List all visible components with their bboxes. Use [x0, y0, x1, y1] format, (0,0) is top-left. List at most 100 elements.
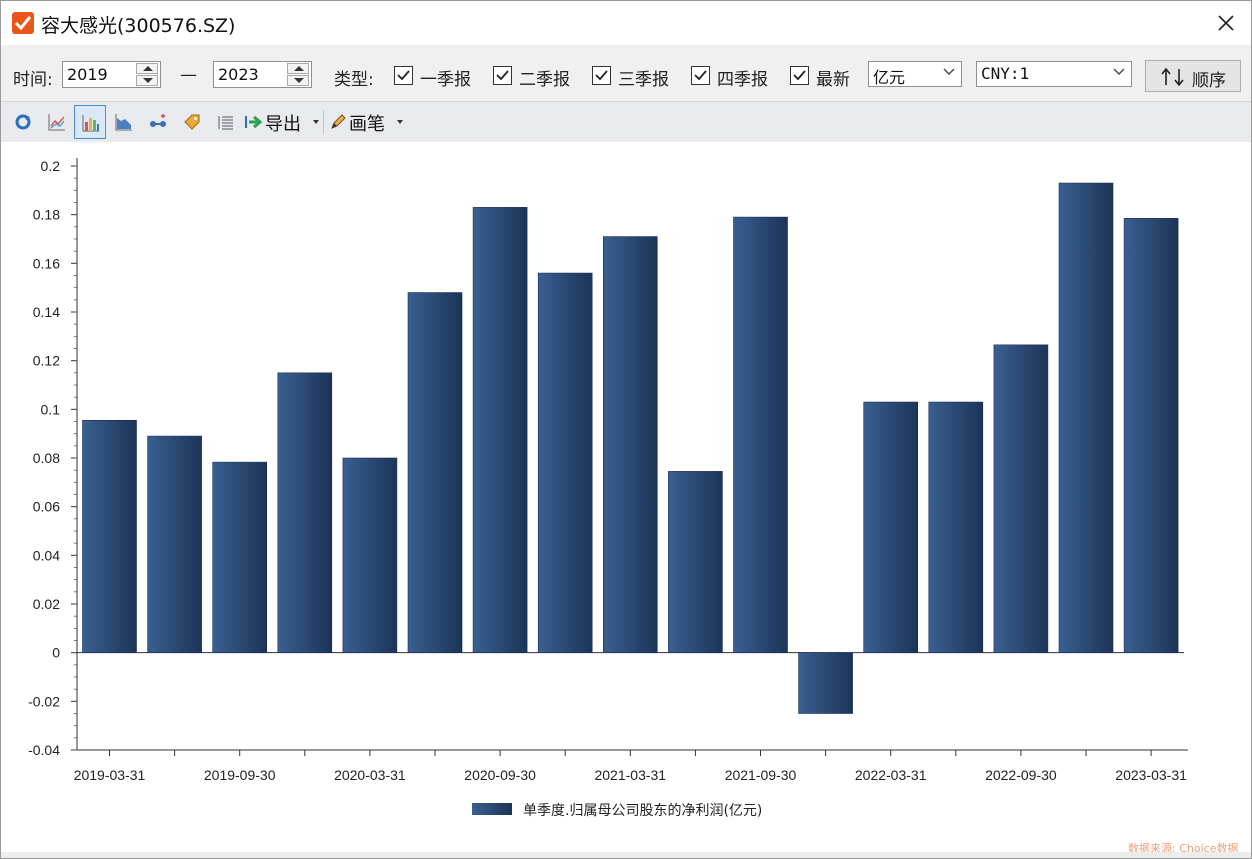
window-title: 容大感光(300576.SZ) [41, 15, 236, 37]
list-button[interactable] [210, 105, 242, 139]
close-icon [1218, 15, 1234, 31]
bar [928, 401, 984, 653]
bar [733, 216, 788, 653]
latest-checkbox[interactable] [790, 66, 809, 85]
q2-checkbox[interactable] [493, 66, 512, 85]
app-check-icon [12, 12, 34, 34]
check-icon [793, 70, 806, 81]
end-year-spinner[interactable]: 2023 [213, 61, 312, 88]
bar [537, 272, 593, 653]
refresh-button[interactable] [7, 105, 39, 139]
x-tick-label: 2021-03-31 [594, 767, 666, 783]
bar [212, 461, 267, 653]
export-arrow-icon[interactable] [245, 114, 263, 130]
q1-checkbox[interactable] [394, 66, 413, 85]
q3-label[interactable]: 三季报 [618, 70, 669, 90]
check-icon [694, 70, 707, 81]
draw-button[interactable]: 画笔 [349, 114, 385, 135]
bar [1123, 218, 1179, 653]
q3-checkbox[interactable] [592, 66, 611, 85]
bar-chart-icon [82, 115, 99, 132]
y-tick-label: 0.14 [33, 304, 60, 320]
time-label: 时间: [13, 70, 53, 90]
bar [863, 401, 919, 653]
x-tick-label: 2019-03-31 [74, 767, 146, 783]
order-button[interactable]: 顺序 [1145, 60, 1241, 92]
bar [668, 471, 723, 653]
area-chart-icon [115, 114, 132, 131]
toolbar-divider [323, 110, 324, 134]
line-chart-icon [48, 114, 65, 131]
y-tick-label: 0.2 [41, 158, 61, 174]
draw-dropdown-icon[interactable] [397, 120, 403, 124]
bar [1058, 182, 1114, 653]
bar [798, 652, 853, 714]
tag-icon [184, 114, 200, 130]
currency-select[interactable]: CNY:1 [976, 61, 1132, 87]
y-tick-label: 0.08 [33, 450, 60, 466]
x-tick-label: 2021-09-30 [725, 767, 797, 783]
x-tick-label: 2022-09-30 [985, 767, 1057, 783]
check-icon [496, 70, 509, 81]
unit-select[interactable]: 亿元 [868, 61, 962, 87]
bottom-edge [1, 852, 1251, 858]
check-icon [595, 70, 608, 81]
y-tick-label: 0.02 [33, 596, 60, 612]
start-year-spinner[interactable]: 2019 [62, 61, 161, 88]
title-bar: 容大感光(300576.SZ) [1, 1, 1251, 45]
x-tick-label: 2020-03-31 [334, 767, 406, 783]
start-year-value[interactable]: 2019 [67, 65, 108, 84]
order-button-label[interactable]: 顺序 [1192, 71, 1226, 91]
y-tick-label: 0.04 [33, 547, 60, 563]
q4-checkbox[interactable] [691, 66, 710, 85]
y-tick-label: 0 [52, 645, 60, 661]
y-tick-label: 0.16 [33, 255, 60, 271]
export-dropdown-icon[interactable] [313, 120, 319, 124]
unit-select-value[interactable]: 亿元 [873, 68, 906, 87]
pencil-icon[interactable] [329, 113, 347, 131]
chart-area: -0.04 -0.02 0 0.02 0.04 0.06 0.08 0.1 0.12 0.14 0.… [1, 143, 1251, 855]
export-button[interactable]: 导出 [265, 114, 301, 135]
q2-label[interactable]: 二季报 [519, 70, 570, 90]
data-source-note: 数据来源: Choice数据 [1128, 842, 1239, 855]
area-chart-button[interactable] [108, 105, 140, 139]
bar [342, 457, 398, 653]
latest-label[interactable]: 最新 [816, 70, 850, 90]
chevron-down-icon[interactable] [1113, 68, 1125, 76]
y-tick-label: 0.18 [33, 207, 60, 223]
end-year-down-icon[interactable] [287, 75, 309, 86]
bar [277, 372, 333, 653]
bar [147, 435, 202, 653]
bar [993, 344, 1049, 653]
start-year-up-icon[interactable] [136, 63, 158, 74]
end-year-up-icon[interactable] [287, 63, 309, 74]
range-dash: — [180, 65, 197, 85]
x-tick-label: 2022-03-31 [855, 767, 927, 783]
currency-select-value[interactable]: CNY:1 [981, 64, 1030, 83]
check-icon [397, 70, 410, 81]
line-chart-button[interactable] [41, 105, 73, 139]
sort-arrows-icon [1161, 68, 1184, 86]
x-tick-label: 2020-09-30 [464, 767, 536, 783]
bar [472, 207, 528, 653]
y-tick-label: 0.12 [33, 353, 60, 369]
tag-button[interactable] [176, 105, 208, 139]
q1-label[interactable]: 一季报 [420, 70, 471, 90]
refresh-icon [15, 114, 31, 130]
end-year-value[interactable]: 2023 [218, 65, 259, 84]
start-year-down-icon[interactable] [136, 75, 158, 86]
legend-label: 单季度.归属母公司股东的净利润(亿元) [523, 803, 763, 819]
close-button[interactable] [1209, 7, 1243, 39]
bar-chart: -0.04 -0.02 0 0.02 0.04 0.06 0.08 0.1 0.12 0.14 0.… [28, 158, 1188, 783]
x-tick-label: 2019-09-30 [204, 767, 276, 783]
legend-swatch [472, 803, 512, 815]
y-tick-label: -0.02 [28, 693, 60, 709]
bar [82, 419, 137, 653]
bar [407, 292, 463, 653]
chevron-down-icon[interactable] [943, 68, 955, 76]
bar-chart-button[interactable] [74, 105, 106, 139]
q4-label[interactable]: 四季报 [717, 70, 768, 90]
scatter-button[interactable] [142, 105, 174, 139]
list-icon [218, 116, 233, 130]
